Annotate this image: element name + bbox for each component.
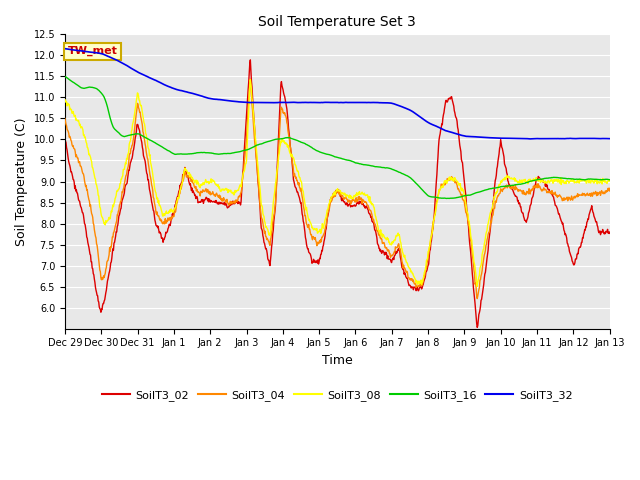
Text: TW_met: TW_met — [68, 46, 118, 56]
X-axis label: Time: Time — [322, 354, 353, 367]
Title: Soil Temperature Set 3: Soil Temperature Set 3 — [259, 15, 416, 29]
Y-axis label: Soil Temperature (C): Soil Temperature (C) — [15, 117, 28, 246]
Legend: SoilT3_02, SoilT3_04, SoilT3_08, SoilT3_16, SoilT3_32: SoilT3_02, SoilT3_04, SoilT3_08, SoilT3_… — [98, 386, 577, 406]
